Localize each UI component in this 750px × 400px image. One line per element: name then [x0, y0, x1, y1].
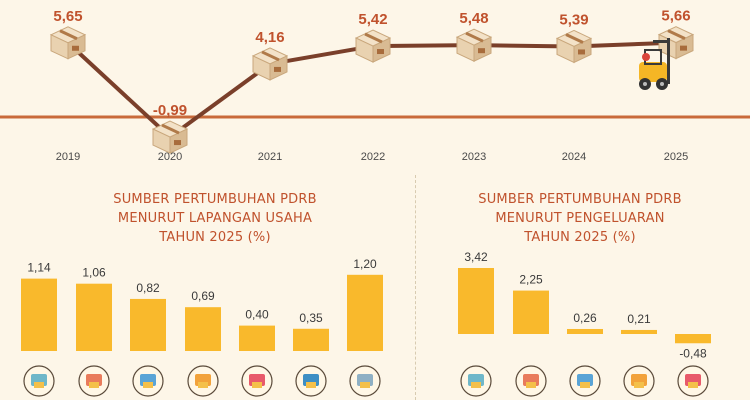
forklift-icon	[639, 38, 670, 90]
industry-icon	[78, 365, 110, 397]
bar-value-label: 0,82	[136, 281, 160, 295]
year-tick-label: 2020	[158, 151, 182, 163]
bar-value-label: 0,40	[245, 308, 269, 322]
agriculture-icon	[23, 365, 55, 397]
bar	[458, 267, 494, 334]
expenditure-title-line-3: TAHUN 2025 (%)	[524, 230, 636, 245]
household-consumption-icon	[460, 365, 492, 397]
year-tick-label: 2023	[462, 151, 486, 163]
bar	[130, 298, 166, 351]
bar	[239, 325, 275, 351]
bar-value-label: 2,25	[519, 273, 543, 287]
bar-value-label: 0,69	[191, 289, 215, 303]
line-value-label: 5,48	[459, 10, 488, 27]
line-value-label: 5,66	[661, 8, 690, 25]
cardboard-box-icon	[251, 47, 289, 81]
trade-icon	[187, 365, 219, 397]
nonprofit-consumption-icon	[569, 365, 601, 397]
bar	[21, 278, 57, 351]
gdp-growth-line-chart: 5,65 2019 -0,99 2020 4,16 2021 5,42 2022 5,48 202…	[0, 8, 750, 163]
line-value-label: -0,99	[153, 102, 187, 119]
bar	[293, 328, 329, 351]
sector-title-line-1: SUMBER PERTUMBUHAN PDRB	[113, 192, 317, 207]
bar	[513, 290, 549, 334]
bar	[76, 283, 112, 351]
line-value-label: 5,65	[53, 8, 82, 25]
panel-divider	[415, 175, 416, 400]
sector-title-line-3: TAHUN 2025 (%)	[159, 230, 271, 245]
cardboard-box-icon	[555, 29, 593, 64]
bar-value-label: 0,35	[299, 311, 323, 325]
bar-value-label: 0,26	[573, 311, 597, 325]
bar	[675, 334, 711, 344]
sector-title-line-2: MENURUT LAPANGAN USAHA	[117, 211, 313, 226]
net-export-icon	[677, 365, 709, 397]
bar-value-label: 3,42	[464, 250, 488, 264]
information-icon	[295, 365, 327, 397]
cardboard-box-icon	[49, 26, 87, 60]
bar	[347, 274, 383, 351]
health-icon	[241, 365, 273, 397]
line-value-label: 4,16	[255, 29, 284, 46]
bar-value-label: 1,14	[27, 261, 51, 275]
line-value-label: 5,39	[559, 11, 588, 28]
year-tick-label: 2025	[664, 151, 688, 163]
investment-icon	[515, 365, 547, 397]
year-tick-label: 2024	[562, 151, 586, 163]
bar	[567, 328, 603, 334]
cardboard-box-icon	[151, 120, 189, 154]
expenditure-title-line-1: SUMBER PERTUMBUHAN PDRB	[478, 192, 682, 207]
bar-value-label: 1,06	[82, 266, 106, 280]
expenditure-title-line-2: MENURUT PENGELUARAN	[495, 211, 665, 226]
cardboard-box-icon	[354, 29, 392, 63]
other-sectors-icon	[349, 365, 381, 397]
cardboard-box-icon	[455, 28, 493, 62]
transport-icon	[132, 365, 164, 397]
bar-value-label: 1,20	[353, 257, 377, 271]
bar	[185, 307, 221, 351]
expenditure-chart-title: SUMBER PERTUMBUHAN PDRB MENURUT PENGELUA…	[420, 190, 740, 247]
year-tick-label: 2022	[361, 151, 385, 163]
bar-value-label: 0,21	[627, 312, 651, 326]
year-tick-label: 2019	[56, 151, 80, 163]
government-consumption-icon	[623, 365, 655, 397]
line-value-label: 5,42	[358, 11, 387, 28]
year-tick-label: 2021	[258, 151, 282, 163]
sector-chart-title: SUMBER PERTUMBUHAN PDRB MENURUT LAPANGAN…	[30, 190, 400, 247]
bar	[621, 329, 657, 334]
bar-value-label: -0,48	[679, 346, 707, 360]
